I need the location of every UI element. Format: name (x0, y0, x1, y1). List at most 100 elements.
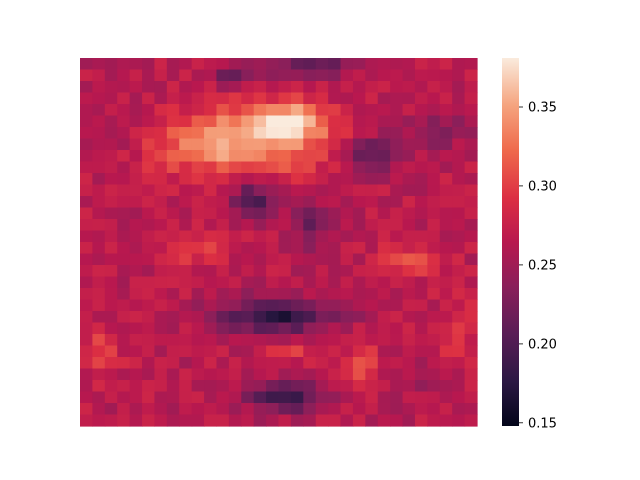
heatmap-cell (104, 138, 118, 151)
heatmap-cell (166, 58, 180, 71)
heatmap-cell (241, 288, 255, 301)
heatmap-cell (464, 184, 478, 197)
heatmap-cell (191, 219, 205, 232)
heatmap-cell (179, 265, 193, 278)
heatmap-cell (290, 334, 304, 347)
heatmap-cell (414, 276, 428, 289)
heatmap-cell (216, 299, 230, 312)
heatmap-cell (129, 276, 143, 289)
heatmap-cell (204, 265, 218, 278)
heatmap-cell (191, 334, 205, 347)
heatmap-cell (253, 345, 267, 358)
heatmap-cell (439, 288, 453, 301)
heatmap-cell (377, 230, 391, 243)
heatmap-cell (452, 403, 466, 416)
heatmap-cell (253, 276, 267, 289)
heatmap-cell (228, 380, 242, 393)
heatmap-cell (340, 196, 354, 209)
heatmap-cell (290, 184, 304, 197)
heatmap-cell (266, 104, 280, 117)
heatmap-cell (266, 92, 280, 105)
heatmap-cell (92, 368, 106, 381)
heatmap-cell (204, 391, 218, 404)
heatmap-cell (104, 69, 118, 82)
heatmap-cell (414, 207, 428, 220)
heatmap-cell (92, 69, 106, 82)
heatmap-cell (191, 311, 205, 324)
heatmap-cell (377, 334, 391, 347)
heatmap-cell (80, 115, 94, 128)
heatmap-cell (452, 299, 466, 312)
heatmap-cell (204, 92, 218, 105)
heatmap-cell (452, 138, 466, 151)
heatmap-cell (352, 207, 366, 220)
heatmap-cell (414, 357, 428, 370)
heatmap-cell (154, 253, 168, 266)
heatmap-cell (402, 81, 416, 94)
heatmap-cell (452, 368, 466, 381)
heatmap-cell (315, 253, 329, 266)
heatmap-cell (414, 150, 428, 163)
heatmap-cell (278, 299, 292, 312)
heatmap-cell (253, 322, 267, 335)
heatmap-cell (142, 242, 156, 255)
heatmap-cell (166, 115, 180, 128)
heatmap-cell (228, 127, 242, 140)
heatmap-cell (278, 230, 292, 243)
heatmap-cell (464, 380, 478, 393)
heatmap-cell (414, 230, 428, 243)
heatmap-cell (290, 391, 304, 404)
heatmap-cell (129, 334, 143, 347)
heatmap-cell (216, 58, 230, 71)
heatmap-cell (303, 391, 317, 404)
heatmap-cell (390, 242, 404, 255)
heatmap-cell (142, 58, 156, 71)
heatmap-cell (92, 403, 106, 416)
heatmap-cell (390, 368, 404, 381)
heatmap-cell (117, 391, 131, 404)
heatmap-cell (228, 104, 242, 117)
heatmap-cell (104, 265, 118, 278)
heatmap-cell (204, 311, 218, 324)
heatmap-cell (104, 403, 118, 416)
heatmap-cell (241, 357, 255, 370)
heatmap-cell (228, 173, 242, 186)
heatmap-cell (278, 368, 292, 381)
heatmap-cell (253, 414, 267, 427)
heatmap-cell (241, 299, 255, 312)
heatmap-cell (253, 69, 267, 82)
heatmap-cell (166, 414, 180, 427)
heatmap-cell (402, 403, 416, 416)
heatmap-cell (129, 104, 143, 117)
heatmap-cell (80, 150, 94, 163)
heatmap-cell (414, 322, 428, 335)
heatmap-cell (204, 242, 218, 255)
heatmap-cell (414, 69, 428, 82)
heatmap-cell (402, 161, 416, 174)
heatmap-cell (390, 403, 404, 416)
heatmap-cell (303, 288, 317, 301)
heatmap-cell (117, 380, 131, 393)
heatmap-cell (266, 391, 280, 404)
heatmap-cell (266, 196, 280, 209)
heatmap-cell (92, 414, 106, 427)
heatmap-cell (241, 345, 255, 358)
heatmap-cell (129, 253, 143, 266)
heatmap-cell (303, 230, 317, 243)
heatmap-cell (365, 219, 379, 232)
heatmap-cell (414, 127, 428, 140)
heatmap-cell (129, 299, 143, 312)
heatmap-cell (452, 357, 466, 370)
heatmap-cell (377, 92, 391, 105)
heatmap-cell (377, 242, 391, 255)
heatmap-cell (439, 150, 453, 163)
heatmap-cell (142, 299, 156, 312)
heatmap-cell (328, 230, 342, 243)
heatmap-cell (204, 253, 218, 266)
heatmap-cell (179, 104, 193, 117)
heatmap-cell (402, 357, 416, 370)
heatmap-cell (340, 276, 354, 289)
heatmap-cell (352, 58, 366, 71)
heatmap-cell (427, 403, 441, 416)
